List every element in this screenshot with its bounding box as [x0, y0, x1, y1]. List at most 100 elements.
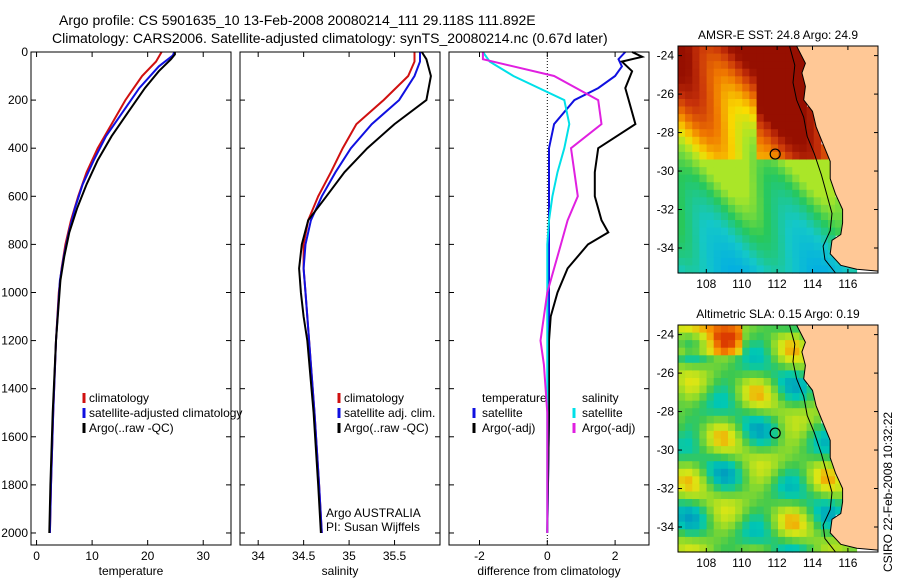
map-cell [763, 499, 772, 508]
map-cell [742, 99, 750, 108]
map-cell [785, 332, 793, 341]
map-cell [713, 461, 722, 470]
map-cell [763, 400, 772, 409]
map-cell [692, 514, 700, 523]
map-cell [799, 362, 808, 371]
map-cell [678, 61, 686, 70]
series-line [302, 52, 416, 534]
map-cell [728, 506, 736, 515]
map-cell [778, 197, 786, 206]
map-cell [763, 76, 772, 85]
map-cell [713, 129, 722, 138]
map-cell [713, 536, 722, 546]
map-cell [735, 544, 743, 553]
map-cell [799, 76, 808, 85]
map-cell [678, 114, 686, 123]
sla-map-panel: 108 110 112 114 116 -24 -26 -28 -30 -32 -34 Altimet… [657, 307, 879, 570]
map-cell [763, 212, 772, 221]
map-cell [799, 250, 808, 259]
map-cell [806, 174, 815, 183]
map-cell [820, 476, 829, 485]
map-cell [806, 151, 815, 161]
map-cell [678, 393, 686, 402]
map-cell [720, 370, 729, 379]
map-cell [756, 220, 765, 229]
map-cell [785, 136, 793, 145]
y-tick-label: 0 [21, 45, 28, 59]
x-axis-label: temperature [99, 564, 164, 578]
map-cell [756, 362, 765, 371]
map-cell [692, 438, 700, 447]
map-cell [728, 144, 736, 153]
map-cell [678, 514, 686, 523]
map-cell [756, 415, 765, 424]
map-cell [749, 257, 758, 267]
header-line2: Climatology: CARS2006. Satellite-adjuste… [52, 30, 608, 46]
map-cell [799, 129, 808, 138]
map-cell [792, 544, 800, 553]
legend-label: Argo(-adj) [582, 421, 635, 435]
map-cell [685, 182, 693, 191]
map-cell [692, 235, 700, 244]
map-cell [756, 129, 765, 138]
map-cell [720, 167, 729, 176]
map-cell [749, 393, 758, 402]
map-cell [799, 393, 808, 402]
map-cell [735, 182, 743, 191]
map-cell [678, 159, 686, 168]
map-cell [778, 521, 786, 530]
map-cell [799, 446, 808, 455]
map-cell [792, 121, 800, 130]
map-cell [799, 91, 808, 100]
map-cell [706, 476, 715, 485]
map-cell [720, 332, 729, 341]
map-cell [706, 159, 715, 168]
map-cell [685, 204, 693, 214]
map-cell [806, 506, 815, 515]
map-cell [799, 212, 808, 221]
map-cell [742, 415, 750, 424]
map-cell [785, 76, 793, 85]
map-cell [742, 378, 750, 387]
map-cell [828, 265, 836, 274]
map-cell [692, 46, 700, 55]
map-cell [813, 144, 822, 153]
map-cell [806, 521, 815, 530]
map-cell [742, 106, 750, 115]
map-cell [692, 83, 700, 92]
map-cell [785, 159, 793, 168]
map-cell [828, 468, 836, 477]
map-cell [763, 536, 772, 546]
map-cell [756, 99, 765, 108]
x-tick-label: 0 [544, 549, 551, 563]
map-cell [806, 235, 815, 244]
map-cell [785, 400, 793, 409]
map-cell [756, 91, 765, 100]
map-cell [756, 400, 765, 409]
map-cell [749, 506, 758, 515]
map-cell [720, 446, 729, 455]
map-cell [778, 325, 786, 334]
map-cell [785, 220, 793, 229]
map-cell [699, 408, 708, 417]
x-tick-label: 114 [803, 556, 822, 570]
map-cell [713, 106, 722, 115]
map-cell [778, 204, 786, 214]
map-cell [770, 370, 779, 379]
map-cell [713, 423, 722, 432]
map-cell [792, 114, 800, 123]
map-cell [785, 408, 793, 417]
map-cell [806, 453, 815, 462]
map-cell [742, 476, 750, 485]
map-cell [742, 151, 750, 161]
map-cell [813, 257, 822, 267]
x-tick-label: 116 [838, 277, 857, 291]
map-cell [706, 340, 715, 349]
map-cell [813, 430, 822, 440]
map-cell [763, 189, 772, 198]
map-cell [792, 99, 800, 108]
map-cell [706, 355, 715, 364]
map-cell [749, 423, 758, 432]
map-cell [692, 151, 700, 161]
map-cell [692, 76, 700, 85]
